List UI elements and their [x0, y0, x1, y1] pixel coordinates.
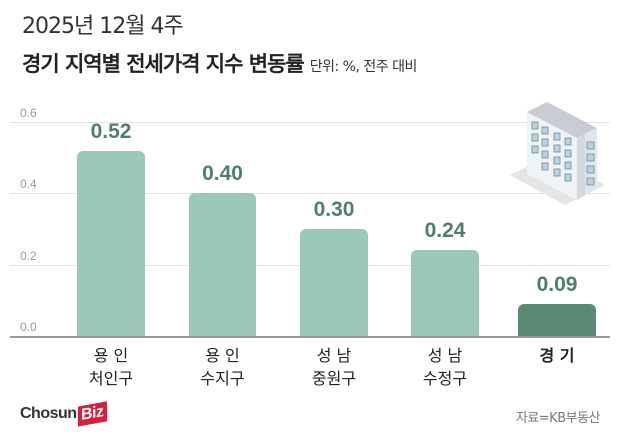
category-line: 용 인 — [93, 346, 129, 365]
y-tick-label: 0.6 — [20, 106, 37, 120]
y-tick-label: 0.0 — [20, 320, 37, 334]
gridline — [10, 193, 610, 195]
bar-value-label: 0.52 — [90, 119, 132, 143]
x-axis-baseline — [10, 336, 610, 338]
logo-text: Chosun — [20, 405, 77, 422]
chart-title-text: 경기 지역별 전세가격 지수 변동률 — [22, 52, 305, 76]
source-label: 자료=KB부동산 — [515, 411, 601, 426]
bar-value-label: 0.09 — [536, 272, 578, 296]
bar-value-label: 0.40 — [202, 162, 243, 186]
category-line: 용 인 — [205, 346, 240, 365]
category-line: 성 남 — [316, 346, 352, 365]
category-line: 수정구 — [422, 369, 468, 388]
x-category-label: 경 기 — [507, 344, 607, 390]
chart-title: 경기 지역별 전세가격 지수 변동률 단위: %, 전주 대비 — [22, 48, 417, 78]
apartment-building-icon — [510, 102, 605, 205]
category-line — [507, 367, 607, 390]
chosunbiz-logo: Chosun Biz — [20, 401, 107, 427]
bar — [77, 150, 145, 336]
gridline — [10, 122, 610, 123]
bar — [518, 303, 596, 336]
y-tick-label: 0.2 — [20, 248, 37, 263]
unit-label: 단위: %, 전주 대비 — [309, 59, 418, 75]
category-line: 경 기 — [539, 346, 575, 365]
category-line: 중원구 — [311, 369, 357, 388]
bar-value-label: 0.24 — [424, 219, 466, 243]
logo-badge: Biz — [77, 401, 107, 427]
category-line: 수지구 — [200, 369, 245, 388]
category-line: 성 남 — [427, 346, 463, 365]
bar — [189, 193, 256, 336]
bar — [300, 229, 368, 336]
bar — [411, 250, 479, 336]
bar-value-label: 0.30 — [313, 198, 355, 221]
category-line: 처인구 — [88, 369, 134, 388]
subtitle-date: 2025년 12월 4주 — [22, 14, 184, 39]
y-tick-label: 0.4 — [20, 177, 37, 192]
